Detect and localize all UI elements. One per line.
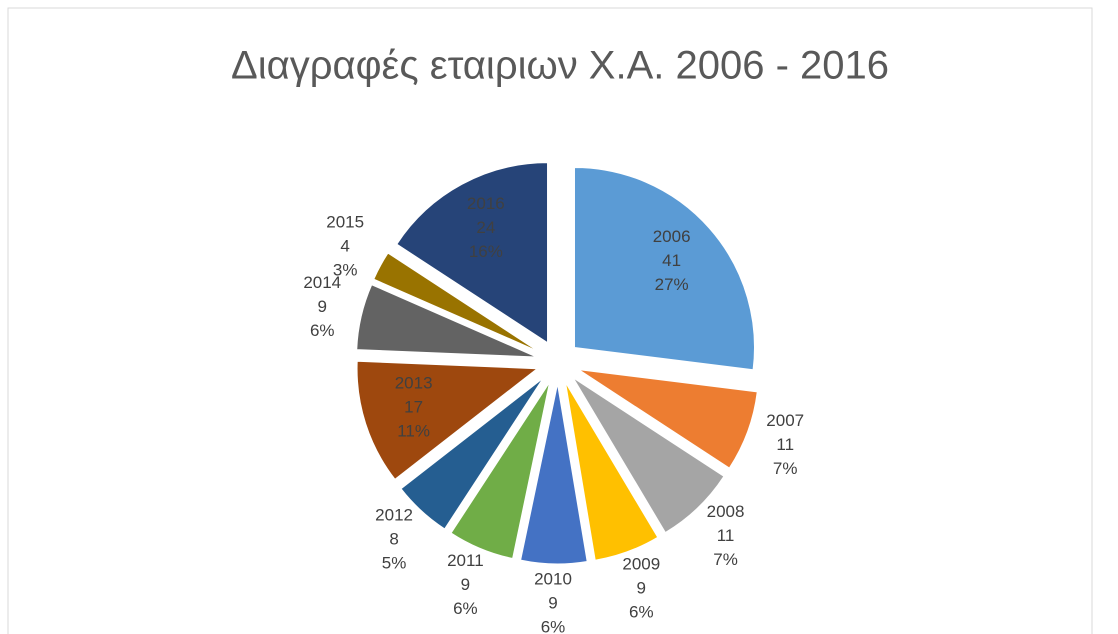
data-label-value: 11 — [776, 435, 794, 454]
data-label-category: 2013 — [395, 374, 433, 393]
data-label-value: 4 — [340, 236, 349, 255]
data-label-value: 9 — [317, 297, 326, 316]
pie-slice — [356, 284, 537, 358]
data-label-category: 2016 — [467, 194, 505, 213]
data-label-value: 8 — [389, 530, 398, 549]
pie-slice — [373, 252, 539, 352]
data-label-percent: 5% — [382, 554, 407, 573]
pie-slice — [573, 166, 755, 371]
data-label-percent: 7% — [713, 550, 738, 569]
data-label-category: 2011 — [447, 551, 484, 570]
data-label-category: 2014 — [303, 273, 341, 292]
data-label-category: 2006 — [653, 227, 691, 246]
pie-slice — [520, 383, 588, 565]
data-label-percent: 6% — [541, 617, 566, 634]
data-label-percent: 16% — [469, 242, 503, 261]
data-label-value: 24 — [476, 218, 495, 237]
data-label-category: 2007 — [766, 411, 804, 430]
data-label-value: 41 — [662, 251, 681, 270]
data-label-category: 2008 — [707, 502, 745, 521]
pie-slice — [565, 382, 659, 561]
data-label-value: 17 — [404, 398, 423, 417]
data-label-percent: 6% — [453, 599, 478, 618]
pie-slice — [578, 369, 758, 469]
data-label-category: 2009 — [622, 555, 660, 574]
data-label-category: 2015 — [326, 212, 364, 231]
data-label-percent: 6% — [629, 603, 654, 622]
data-label-percent: 11% — [397, 422, 430, 441]
data-label-percent: 3% — [333, 260, 358, 279]
data-label-percent: 6% — [310, 321, 335, 340]
data-label-percent: 27% — [655, 275, 689, 294]
data-label-category: 2012 — [375, 506, 413, 525]
data-label-value: 9 — [637, 579, 646, 598]
chart-title: Διαγραφές εταιριων Χ.Α. 2006 - 2016 — [231, 44, 889, 88]
pie-slice — [450, 382, 551, 560]
data-label-value: 9 — [548, 593, 557, 612]
data-label-percent: 7% — [773, 459, 798, 478]
data-label-category: 2010 — [534, 569, 572, 588]
pie-slice — [572, 377, 725, 534]
pie-slice — [400, 377, 544, 530]
data-label-value: 11 — [717, 526, 735, 545]
data-label-value: 9 — [461, 575, 470, 594]
pie-slice — [356, 360, 539, 480]
pie-slice — [396, 162, 549, 344]
